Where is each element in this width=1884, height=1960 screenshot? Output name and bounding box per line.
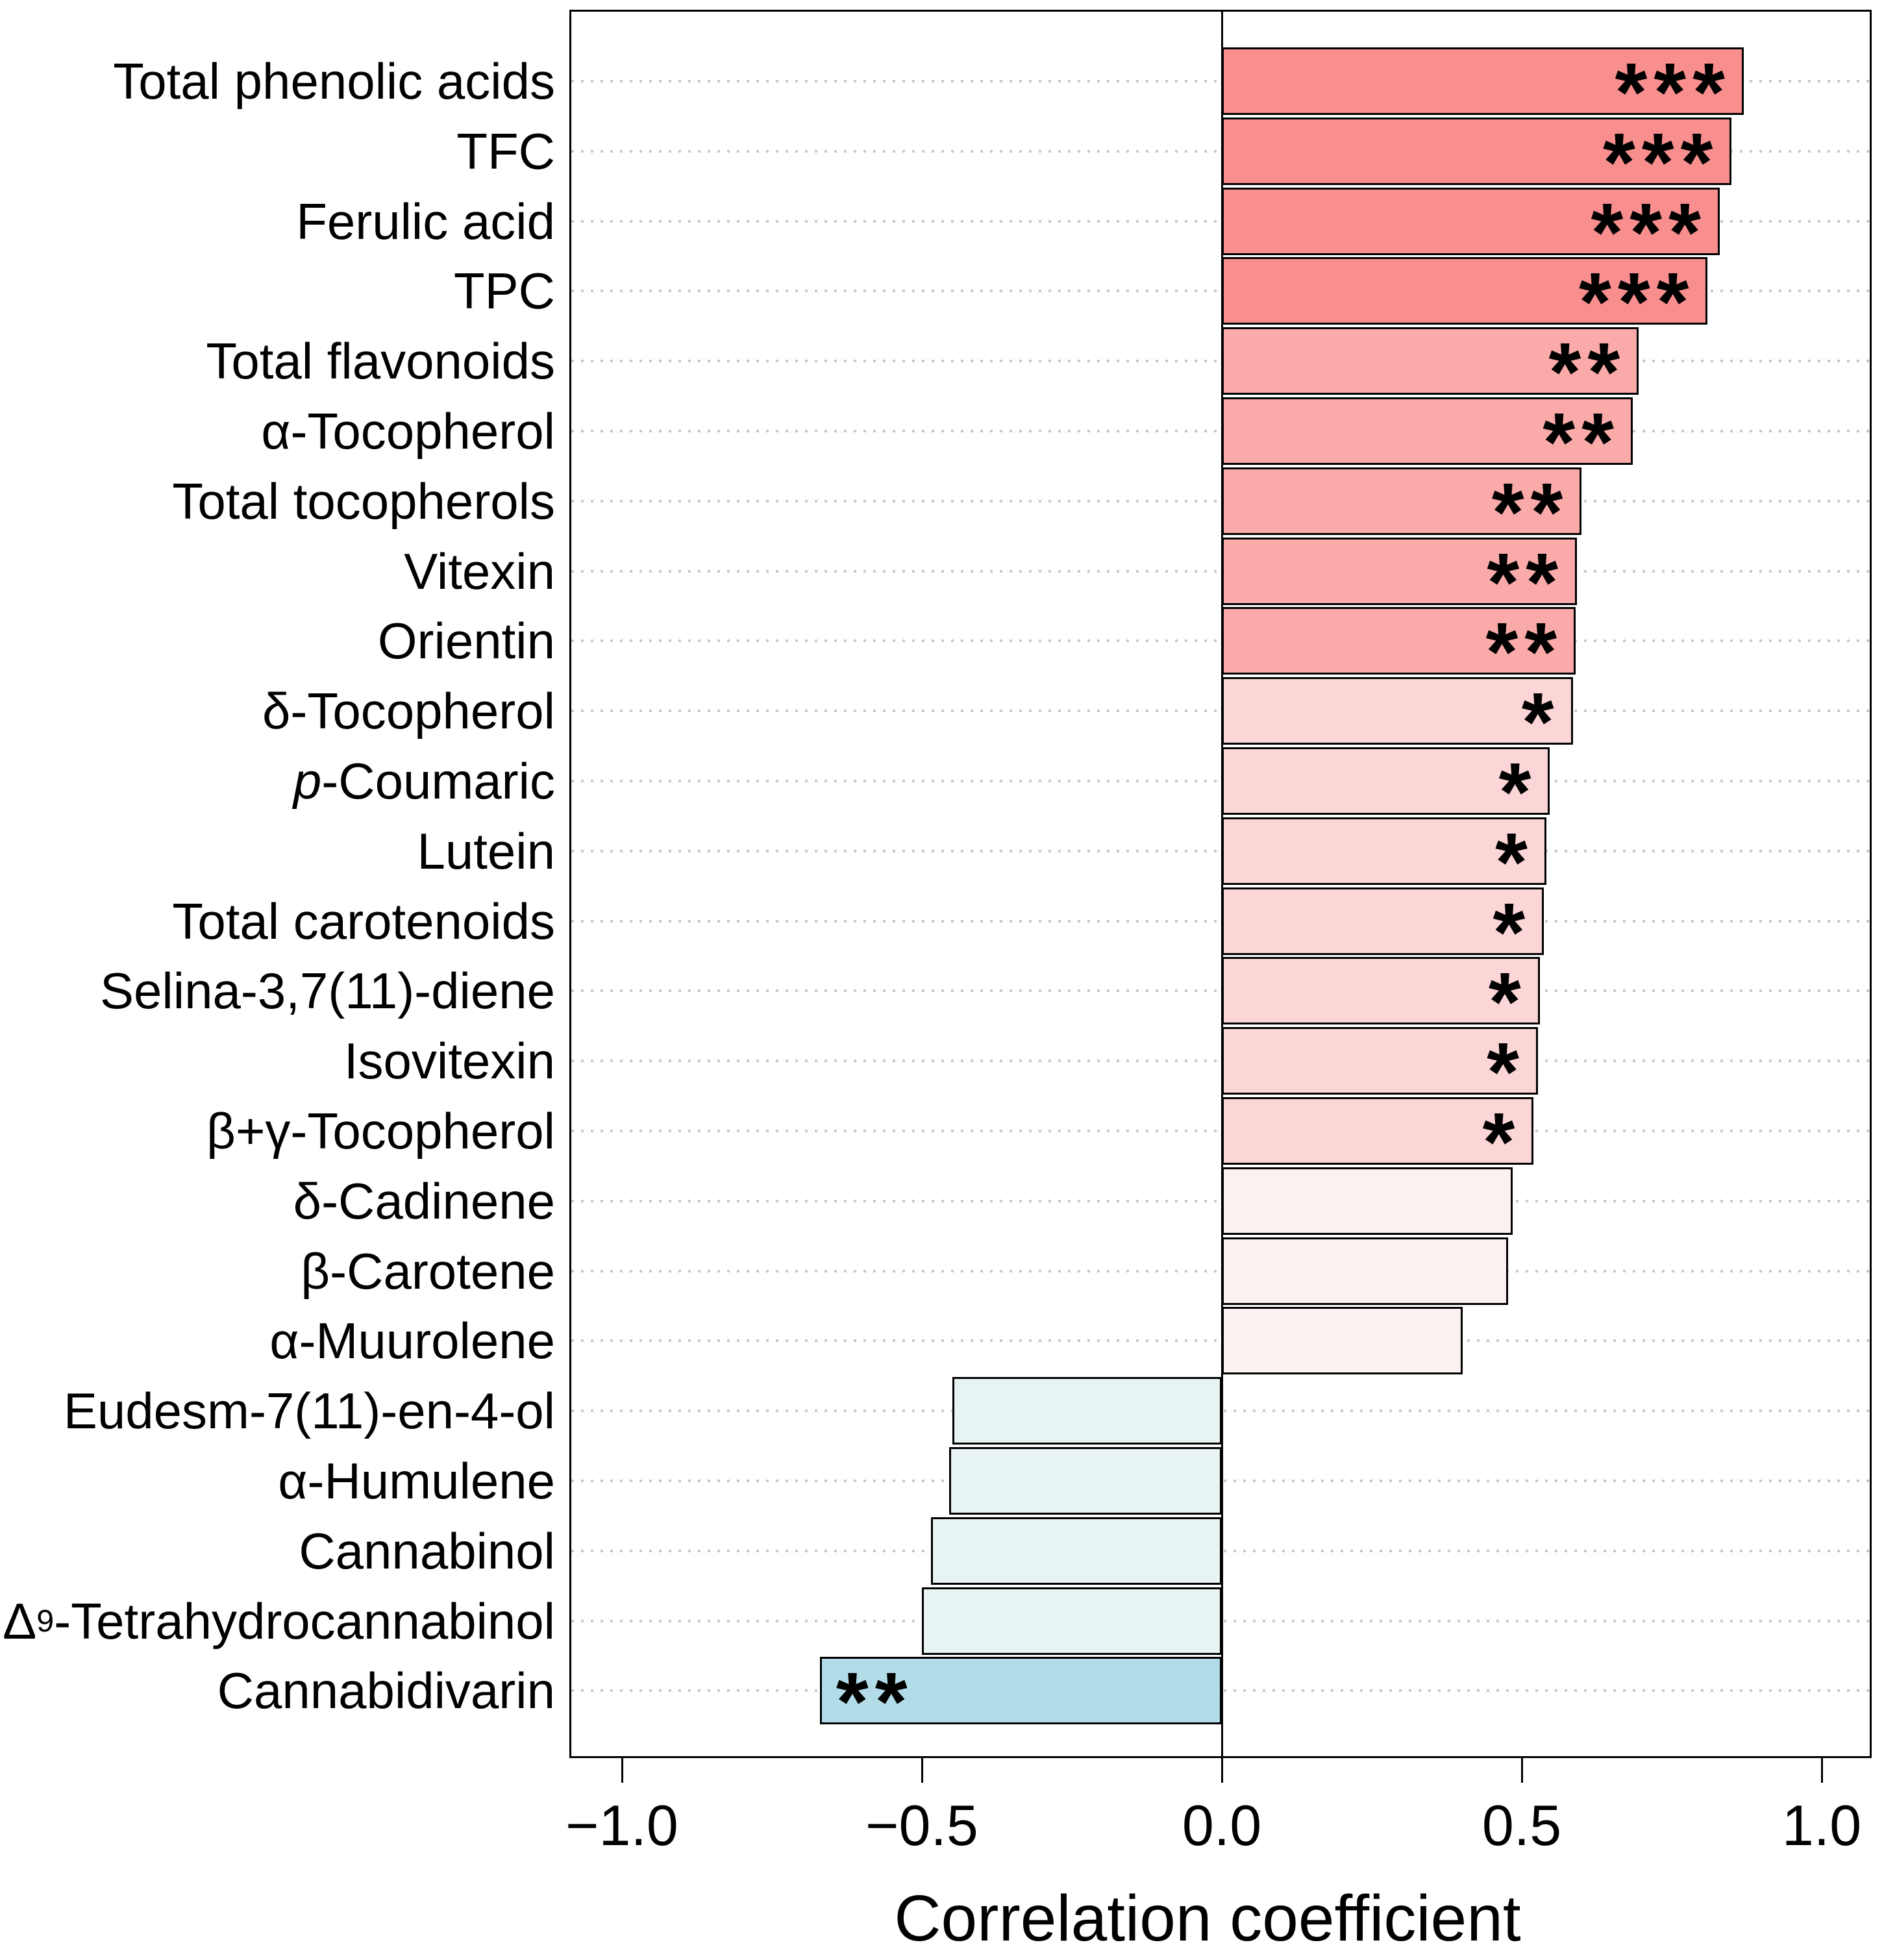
bar: * (1222, 1027, 1538, 1114)
y-axis-label: β+γ-Tocopherol (206, 1102, 555, 1160)
bar: ** (1222, 467, 1582, 554)
y-axis-label: Isovitexin (343, 1032, 555, 1090)
y-axis-label: Vitexin (404, 542, 555, 600)
gridline (571, 639, 1870, 643)
gridline (571, 430, 1870, 432)
bar (952, 1377, 1222, 1445)
x-axis-tick (1221, 1758, 1223, 1783)
x-axis-tick-label: −1.0 (565, 1793, 678, 1857)
bar: *** (1222, 117, 1732, 204)
gridline (571, 149, 1870, 153)
x-axis-tick (1821, 1758, 1823, 1783)
gridline (571, 989, 1870, 993)
y-axis-label: TFC (456, 122, 555, 180)
y-axis-label: Ferulic acid (296, 192, 555, 250)
y-axis-label-part: -Coumaric (321, 752, 555, 810)
bar: ** (819, 1657, 1222, 1744)
bar (930, 1517, 1222, 1585)
bar: * (1222, 887, 1544, 974)
y-axis-label-part: -Tetrahydrocannabinol (54, 1592, 555, 1650)
bar (1222, 1237, 1508, 1305)
bar (1222, 1167, 1513, 1235)
bar (1222, 1307, 1463, 1375)
x-axis-title: Correlation coefficient (894, 1882, 1521, 1955)
bar: * (1222, 957, 1540, 1044)
gridline (571, 710, 1870, 713)
y-axis-label: δ-Tocopherol (262, 682, 555, 740)
bar: * (1222, 1097, 1534, 1184)
y-axis-label: p -Coumaric (13, 747, 555, 815)
x-axis-tick (621, 1758, 623, 1783)
x-axis-tick-label: −0.5 (865, 1793, 978, 1857)
gridline (571, 1130, 1870, 1132)
y-axis-label: α-Humulene (278, 1452, 555, 1509)
bar: *** (1222, 257, 1708, 344)
gridline (571, 780, 1870, 782)
gridline (571, 219, 1870, 223)
gridline (571, 499, 1870, 502)
bar: *** (1222, 47, 1744, 134)
gridline (571, 1339, 1870, 1343)
y-axis-label: Lutein (417, 822, 555, 880)
y-axis-label: Total phenolic acids (113, 53, 555, 110)
gridline (571, 1060, 1870, 1063)
y-axis-label: Eudesm-7(11)-en-4-ol (63, 1382, 555, 1440)
gridline (571, 80, 1870, 82)
gridline (571, 360, 1870, 363)
y-axis-label: α-Muurolene (269, 1312, 555, 1370)
y-axis-label: Cannabinol (299, 1522, 555, 1580)
gridline (571, 1199, 1870, 1202)
x-axis-tick-label: 0.0 (1182, 1793, 1262, 1857)
y-axis-label: Selina-3,7(11)-diene (100, 962, 555, 1020)
y-axis-label: Orientin (377, 612, 555, 670)
x-axis-tick (921, 1758, 923, 1783)
x-axis-tick-label: 1.0 (1781, 1793, 1862, 1857)
bar (922, 1587, 1222, 1655)
y-axis-label: Total carotenoids (172, 892, 555, 950)
gridline (571, 919, 1870, 923)
bar: * (1222, 817, 1546, 904)
y-axis-label: δ-Cadinene (293, 1172, 555, 1230)
x-axis-tick (1521, 1758, 1523, 1783)
plot-area: *** *** *** *** ** ** ** ** ** * * * * * * * ** (569, 10, 1872, 1758)
bar: *** (1222, 187, 1720, 274)
x-axis-tick-label: 0.5 (1481, 1793, 1562, 1857)
y-axis-label-part: Δ (3, 1592, 37, 1650)
y-axis-label: Total flavonoids (206, 332, 555, 390)
y-axis-label: Total tocopherols (172, 472, 555, 530)
y-axis-label: TPC (454, 262, 555, 320)
bar: * (1222, 747, 1550, 834)
bar (948, 1447, 1222, 1515)
gridline (571, 569, 1870, 573)
bar: ** (1222, 607, 1576, 694)
y-axis-label: Δ 9 -Tetrahydrocannabinol (3, 1592, 555, 1650)
y-axis-label: α-Tocopherol (261, 403, 555, 460)
bar: ** (1222, 397, 1633, 484)
bar: ** (1222, 327, 1639, 414)
y-axis-label-part: p (293, 752, 322, 810)
significance-stars: ** (836, 1656, 914, 1749)
bar: * (1222, 677, 1573, 764)
y-axis-label: Cannabidivarin (217, 1662, 555, 1720)
bar: ** (1222, 537, 1577, 624)
gridline (571, 849, 1870, 852)
y-axis-label: β-Carotene (301, 1242, 555, 1300)
gridline (571, 1269, 1870, 1272)
gridline (571, 290, 1870, 293)
